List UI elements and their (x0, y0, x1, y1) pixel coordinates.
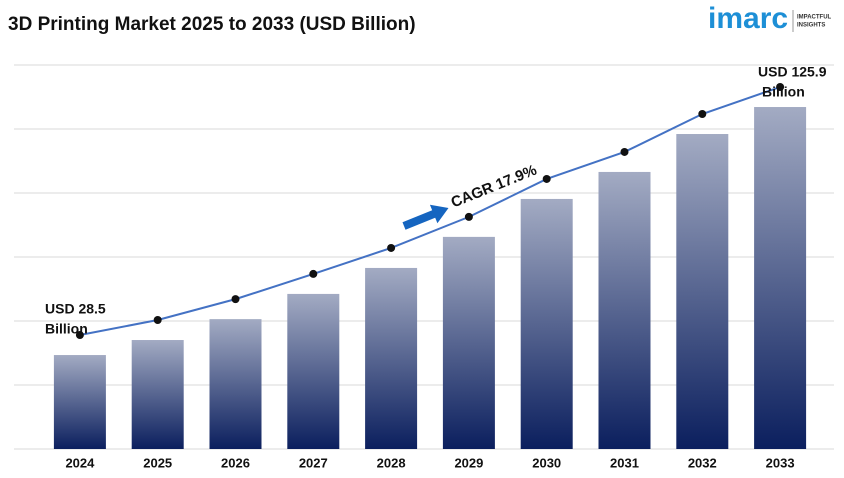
trend-dot (309, 269, 318, 278)
trend-dot (153, 316, 162, 325)
arrow-head (429, 204, 449, 224)
bar (754, 107, 807, 449)
cagr-arrow (402, 204, 449, 230)
x-tick-label: 2031 (610, 455, 639, 470)
trend-dot (387, 243, 396, 252)
chart-title: 3D Printing Market 2025 to 2033 (USD Bil… (8, 14, 416, 35)
x-tick-label: 2032 (688, 455, 717, 470)
bar (520, 198, 573, 449)
end-annotation: USD 125.9 (758, 64, 827, 80)
bar (287, 293, 340, 449)
trend-line (79, 86, 781, 337)
x-tick-label: 2024 (65, 455, 95, 470)
x-tick-label: 2028 (377, 455, 406, 470)
trend-dot (75, 331, 84, 340)
arrow-shaft (402, 209, 438, 230)
x-tick-label: 2026 (221, 455, 250, 470)
start-annotation: Billion (45, 321, 88, 337)
trend-dot (542, 174, 551, 183)
start-annotation: USD 28.5 (45, 301, 106, 317)
bar (131, 340, 184, 449)
logo-name: imarc (708, 2, 788, 35)
x-tick-label: 2030 (532, 455, 561, 470)
trend-dot (698, 110, 707, 119)
bar (598, 171, 651, 450)
x-tick-label: 2033 (766, 455, 795, 470)
bar (676, 134, 729, 449)
logo-tagline: IMPACTFUL (797, 15, 832, 21)
x-tick-label: 2027 (299, 455, 328, 470)
trend-dot (231, 295, 240, 304)
trend-dot (464, 212, 473, 221)
x-tick-label: 2029 (454, 455, 483, 470)
trend-dot (776, 83, 785, 92)
bar (209, 319, 262, 449)
x-tick-label: 2025 (143, 455, 172, 470)
bar (53, 355, 106, 449)
trend-dot (620, 147, 629, 156)
end-annotation: Billion (762, 84, 805, 100)
bar (365, 267, 418, 449)
bar (442, 236, 495, 449)
logo-tagline: INSIGHTS (797, 23, 825, 29)
